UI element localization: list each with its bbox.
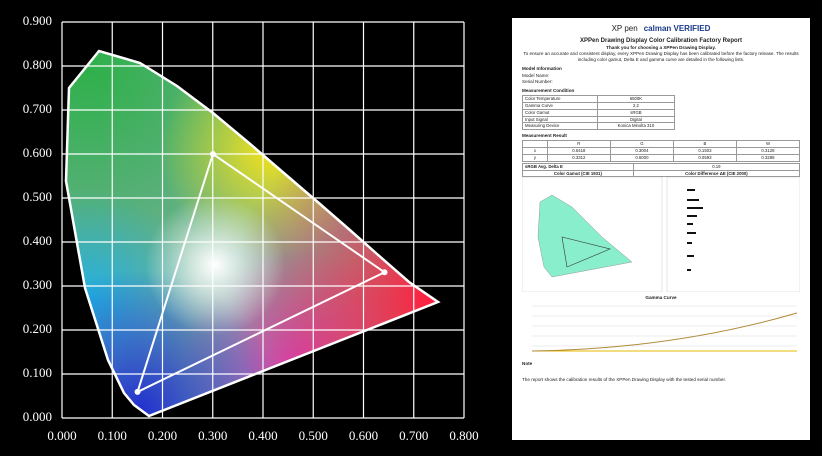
row: Gamma Curve 2.2 bbox=[522, 102, 675, 110]
heading: Measurement Result bbox=[522, 133, 567, 139]
serial-number: Serial Number: bbox=[522, 78, 553, 84]
gamma-chart bbox=[531, 305, 798, 352]
y-tick-label: 0.000 bbox=[23, 409, 52, 424]
cell: Konica Minolta 310 bbox=[596, 122, 675, 131]
row: Color Temperature 6500K bbox=[522, 95, 675, 103]
y-tick-label: 0.900 bbox=[23, 13, 52, 28]
report-title: XPPen Drawing Display Color Calibration … bbox=[579, 37, 743, 44]
row: Measuring Device Konica Minolta 310 bbox=[522, 122, 675, 131]
gamut-triangle bbox=[135, 152, 387, 394]
cell: 0.3128 bbox=[735, 147, 801, 155]
cell: Color Gamut bbox=[522, 108, 598, 117]
report-document: XP pen calman VERIFIED XPPen Drawing Disp… bbox=[512, 18, 810, 440]
intro: To ensure an accurate and consistent dis… bbox=[523, 51, 799, 63]
logos: XP pen calman VERIFIED bbox=[522, 24, 800, 35]
calman-logo: calman VERIFIED bbox=[643, 24, 711, 33]
heading: Model Information bbox=[522, 66, 562, 72]
cell: 0.6418 bbox=[546, 147, 611, 155]
y-tick-label: 0.100 bbox=[23, 365, 52, 380]
y-tick-label: 0.400 bbox=[23, 233, 52, 248]
gamut-point bbox=[209, 151, 216, 157]
heading: Measurement Condition bbox=[522, 88, 575, 94]
cell: 0.3004 bbox=[609, 147, 674, 155]
y-tick-label: 0.200 bbox=[23, 321, 52, 336]
cell: G bbox=[609, 140, 674, 149]
cell: Color Difference ΔE (CIE 2000) bbox=[632, 169, 801, 178]
cie-chart: 0.000 0.100 0.200 0.300 0.400 0.500 0.600 0.700… bbox=[23, 13, 479, 443]
cell: 0.3288 bbox=[735, 153, 801, 162]
cell: Gamma Curve bbox=[522, 102, 598, 110]
cell: 0.3312 bbox=[546, 153, 611, 162]
row: Color Gamut sRGB bbox=[522, 108, 675, 117]
cell: Input Signal bbox=[522, 115, 598, 124]
spectral-fill bbox=[66, 51, 438, 416]
thanks: Thank you for choosing a XPPen Drawing D… bbox=[606, 44, 716, 50]
cell: Color Gamut (CIE 1931) bbox=[522, 169, 634, 178]
cell: sRGB Avg. Delta E bbox=[522, 162, 634, 171]
cell: 6500K bbox=[596, 95, 675, 103]
x-tick-label: 0.800 bbox=[449, 428, 478, 443]
gamma-heading: Gamma Curve bbox=[645, 294, 677, 300]
cell: 0.19 bbox=[632, 162, 801, 171]
x-tick-label: 0.000 bbox=[47, 428, 76, 443]
delta-table: sRGB Avg. Delta E 0.19 Color Gamut (CIE 1… bbox=[522, 162, 801, 178]
cell: Digital bbox=[596, 115, 675, 124]
report-charts bbox=[521, 177, 801, 293]
footer: The report shows the calibration results… bbox=[522, 377, 727, 383]
x-tick-label: 0.200 bbox=[148, 428, 177, 443]
gamut-point bbox=[134, 388, 141, 395]
cell: 0.6000 bbox=[609, 153, 674, 162]
x-tick-label: 0.300 bbox=[198, 428, 227, 443]
y-tick-label: 0.500 bbox=[23, 189, 52, 204]
cell: 0.0593 bbox=[672, 153, 737, 162]
cell: W bbox=[735, 140, 801, 149]
x-tick-label: 0.500 bbox=[299, 428, 328, 443]
cell: 2.2 bbox=[596, 102, 675, 110]
y-tick-label: 0.300 bbox=[23, 277, 52, 292]
x-tick-label: 0.600 bbox=[349, 428, 378, 443]
note: Note bbox=[522, 360, 533, 366]
cell bbox=[522, 140, 548, 149]
x-tick-label: 0.400 bbox=[248, 428, 277, 443]
model-name: Model Name: bbox=[522, 72, 550, 78]
cell: sRGB bbox=[596, 108, 675, 117]
row: x 0.6418 0.3004 0.1503 0.3128 bbox=[522, 147, 801, 155]
y-tick-label: 0.800 bbox=[23, 57, 52, 72]
cell: Color Temperature bbox=[522, 95, 598, 103]
cell: x bbox=[522, 147, 548, 155]
cell: R bbox=[546, 140, 611, 149]
x-tick-label: 0.100 bbox=[98, 428, 127, 443]
cell: Measuring Device bbox=[522, 122, 598, 131]
brand-logo: XP pen bbox=[611, 24, 638, 33]
y-tick-label: 0.600 bbox=[23, 145, 52, 160]
cell: 0.1503 bbox=[672, 147, 737, 155]
condition-table: Color Temperature 6500K Gamma Curve 2.2 Colo… bbox=[522, 95, 675, 131]
y-tick-label: 0.700 bbox=[23, 101, 52, 116]
row: y 0.3312 0.6000 0.0593 0.3288 bbox=[522, 153, 801, 162]
cell: B bbox=[672, 140, 737, 149]
x-tick-label: 0.700 bbox=[399, 428, 428, 443]
cell: y bbox=[522, 153, 548, 162]
gamut-point bbox=[381, 269, 388, 276]
grid bbox=[61, 21, 465, 419]
row: Input Signal Digital bbox=[522, 115, 675, 124]
